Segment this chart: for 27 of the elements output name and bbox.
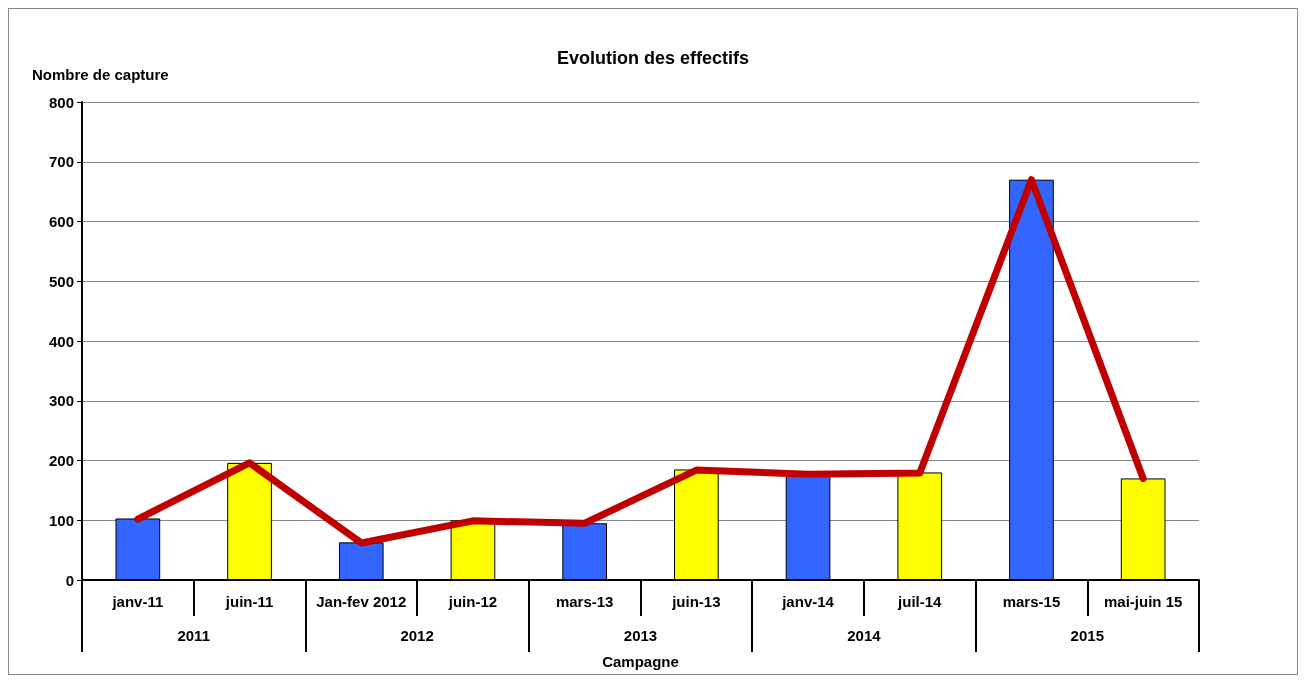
x-tick-label: janv-11	[111, 593, 164, 610]
x-tick-label: Jan-fev 2012	[316, 593, 407, 610]
text: 2011	[177, 627, 210, 644]
y-tick-label: 800	[48, 93, 74, 111]
y-tick-label: 0	[65, 571, 74, 589]
x-tick-label: juin-12	[447, 593, 498, 610]
text: 2014	[847, 627, 882, 644]
x-axis-title: Campagne	[602, 653, 679, 670]
y-tick-label: 400	[48, 332, 74, 350]
x-tick-label: juin-11	[224, 593, 274, 610]
text: 2013	[623, 627, 658, 644]
text: 2012	[400, 627, 434, 644]
x-tick-label: mars-15	[1002, 593, 1061, 610]
x-tick-label: juil-14	[897, 593, 943, 610]
x-tick-label: mai-juin 15	[1103, 593, 1183, 610]
y-tick-label: 300	[48, 392, 74, 410]
y-tick-label: 200	[48, 452, 74, 469]
y-tick-label: 500	[48, 272, 74, 290]
chart-title: Evolution des effectifs	[556, 48, 750, 68]
text: 2015	[1070, 627, 1104, 644]
y-tick-label: 600	[48, 213, 74, 230]
y-axis-title: Nombre de capture	[32, 66, 169, 83]
x-tick-label: mars-13	[555, 593, 614, 610]
y-tick-label: 700	[48, 153, 74, 171]
x-tick-label: juin-13	[671, 593, 721, 610]
y-tick-label: 100	[48, 511, 74, 529]
x-tick-label: janv-14	[781, 593, 835, 610]
